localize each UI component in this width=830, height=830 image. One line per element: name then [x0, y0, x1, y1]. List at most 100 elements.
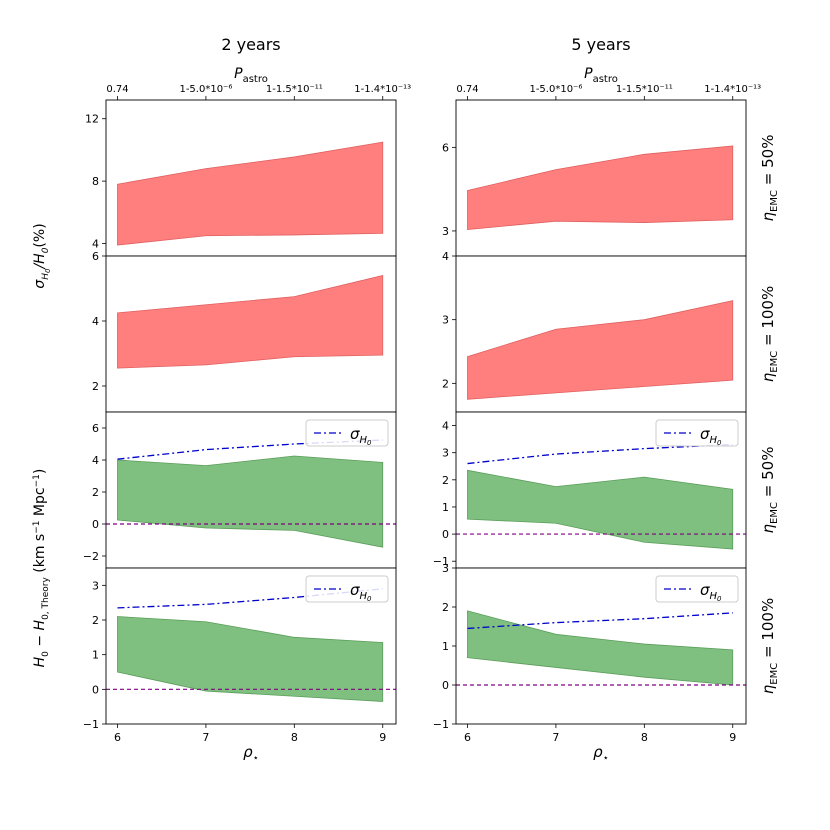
y-tick-label: 4	[442, 250, 449, 263]
error-band	[117, 274, 384, 369]
sigma-h0-line	[467, 612, 733, 630]
x-tick-label: 7	[552, 731, 559, 744]
y-tick-label: −1	[433, 555, 449, 568]
row-label-text: ηEMC = 50%	[759, 447, 780, 534]
top-axis-label: Pastro	[584, 66, 618, 85]
y-tick-label: 4	[92, 238, 99, 251]
y-tick-label: 3	[442, 447, 449, 460]
error-band	[467, 145, 734, 230]
panel-frame	[455, 567, 747, 725]
legend: σH0	[305, 419, 389, 447]
bottom-axis-label: ρ⋆	[593, 743, 609, 764]
legend-label: σH0	[700, 425, 722, 447]
y-tick-label: 8	[92, 175, 99, 188]
y-tick-label: 0	[92, 683, 99, 696]
y-tick-label: 1	[92, 649, 99, 662]
top-tick-label: 1-1.5*10⁻¹¹	[266, 84, 323, 95]
y-tick-label: 3	[442, 225, 449, 238]
row-label: ηEMC = 50%	[759, 135, 780, 222]
x-tick-label: 8	[291, 731, 298, 744]
y-tick-label: 0	[442, 528, 449, 541]
legend-box	[305, 575, 389, 603]
row-label: ηEMC = 50%	[759, 447, 780, 534]
panel-2y_eta50_bias: σH0 −2 0 2 4 6	[83, 411, 397, 569]
y-tick-label: 2	[92, 486, 99, 499]
y-tick-label: 0	[92, 518, 99, 531]
x-tick-label: 6	[464, 731, 471, 744]
top-tick-label: 1-1.5*10⁻¹¹	[616, 84, 673, 95]
x-tick-label: 9	[729, 731, 736, 744]
row-label-text: ηEMC = 100%	[759, 598, 780, 694]
legend-box	[305, 419, 389, 447]
y-tick-label: 4	[442, 420, 449, 433]
error-band	[467, 469, 734, 550]
row-label: ηEMC = 100%	[759, 286, 780, 382]
legend: σH0	[655, 575, 739, 603]
legend-box	[655, 575, 739, 603]
x-tick-label: 9	[379, 731, 386, 744]
top-tick-label: 1-5.0*10⁻⁶	[179, 84, 232, 95]
legend: σH0	[655, 419, 739, 447]
panel-frame	[105, 567, 397, 725]
y-tick-label: 4	[92, 454, 99, 467]
top-tick-label: 1-1.4*10⁻¹³	[704, 84, 761, 95]
y-tick-label: 2	[442, 377, 449, 390]
panel-5y_eta50_sigma: 3 6 0.74 1-5.0*10⁻⁶ 1-1.5*10⁻¹¹ 1-1.4*10⁻¹³	[442, 84, 761, 257]
top-tick-label: 0.74	[106, 84, 128, 95]
y-tick-label: 2	[92, 380, 99, 393]
y-axis-label-bias-text: H0 − H0, Theory (km s−1 Mpc−1)	[32, 469, 51, 668]
panel-2y_eta100_sigma: 2 4 6	[92, 250, 397, 413]
sigma-h0-line	[467, 443, 733, 465]
top-tick-label: 1-1.4*10⁻¹³	[354, 84, 411, 95]
figure-labels: ηEMC = 50% ηEMC = 100% ηEMC = 50% ηEMC = 10…	[32, 135, 780, 695]
x-tick-label: 6	[114, 731, 121, 744]
y-tick-label: 2	[442, 601, 449, 614]
y-tick-label: 6	[92, 250, 99, 263]
y-tick-label: 1	[442, 501, 449, 514]
y-tick-label: 3	[92, 579, 99, 592]
top-tick-label: 1-5.0*10⁻⁶	[529, 84, 582, 95]
y-tick-label: −2	[83, 550, 99, 563]
y-tick-label: 3	[442, 562, 449, 575]
y-axis-label-sigma-text: σH0/H0(%)	[32, 223, 52, 288]
legend-label: σH0	[700, 581, 722, 603]
y-tick-label: 4	[92, 315, 99, 328]
error-band	[117, 616, 384, 702]
row-label: ηEMC = 100%	[759, 598, 780, 694]
legend-box	[655, 419, 739, 447]
panel-5y_eta100_bias: σH0 −1 0 1 2 3 6 7 8 9	[433, 562, 747, 744]
row-label-text: ηEMC = 50%	[759, 135, 780, 222]
y-tick-label: 1	[442, 640, 449, 653]
y-tick-label: 3	[442, 314, 449, 327]
legend-label: σH0	[350, 425, 372, 447]
legend: σH0	[305, 575, 389, 603]
top-tick-label: 0.74	[456, 84, 478, 95]
panel-2y_eta100_bias: σH0 −1 0 1 2 3 6 7 8 9	[83, 567, 397, 744]
column-title: 2 years	[221, 35, 280, 54]
x-tick-label: 8	[641, 731, 648, 744]
panel-5y_eta50_bias: σH0 −1 0 1 2 3 4	[433, 411, 747, 569]
bottom-axis-label: ρ⋆	[243, 743, 259, 764]
error-band	[117, 141, 384, 246]
y-tick-label: 6	[442, 141, 449, 154]
column-title: 5 years	[571, 35, 630, 54]
column-titles: 2 years Pastro ρ⋆ 5 years Pastro ρ⋆	[221, 35, 630, 764]
y-axis-label-bias: H0 − H0, Theory (km s−1 Mpc−1)	[32, 469, 51, 668]
panel-2y_eta50_sigma: 4 8 12 0.74 1-5.0*10⁻⁶ 1-1.5*10⁻¹¹ 1-1.4*10⁻¹³	[85, 84, 411, 257]
y-tick-label: 0	[442, 679, 449, 692]
panel-5y_eta100_sigma: 2 3 4	[442, 250, 747, 413]
y-tick-label: 2	[442, 474, 449, 487]
row-label-text: ηEMC = 100%	[759, 286, 780, 382]
legend-label: σH0	[350, 581, 372, 603]
y-tick-label: 2	[92, 614, 99, 627]
y-tick-label: 12	[85, 113, 99, 126]
y-tick-label: −1	[433, 718, 449, 731]
top-axis-label: Pastro	[234, 66, 268, 85]
error-band	[467, 300, 734, 400]
x-tick-label: 7	[202, 731, 209, 744]
y-axis-label-sigma: σH0/H0(%)	[32, 223, 52, 288]
y-tick-label: 6	[92, 422, 99, 435]
y-tick-label: −1	[83, 718, 99, 731]
